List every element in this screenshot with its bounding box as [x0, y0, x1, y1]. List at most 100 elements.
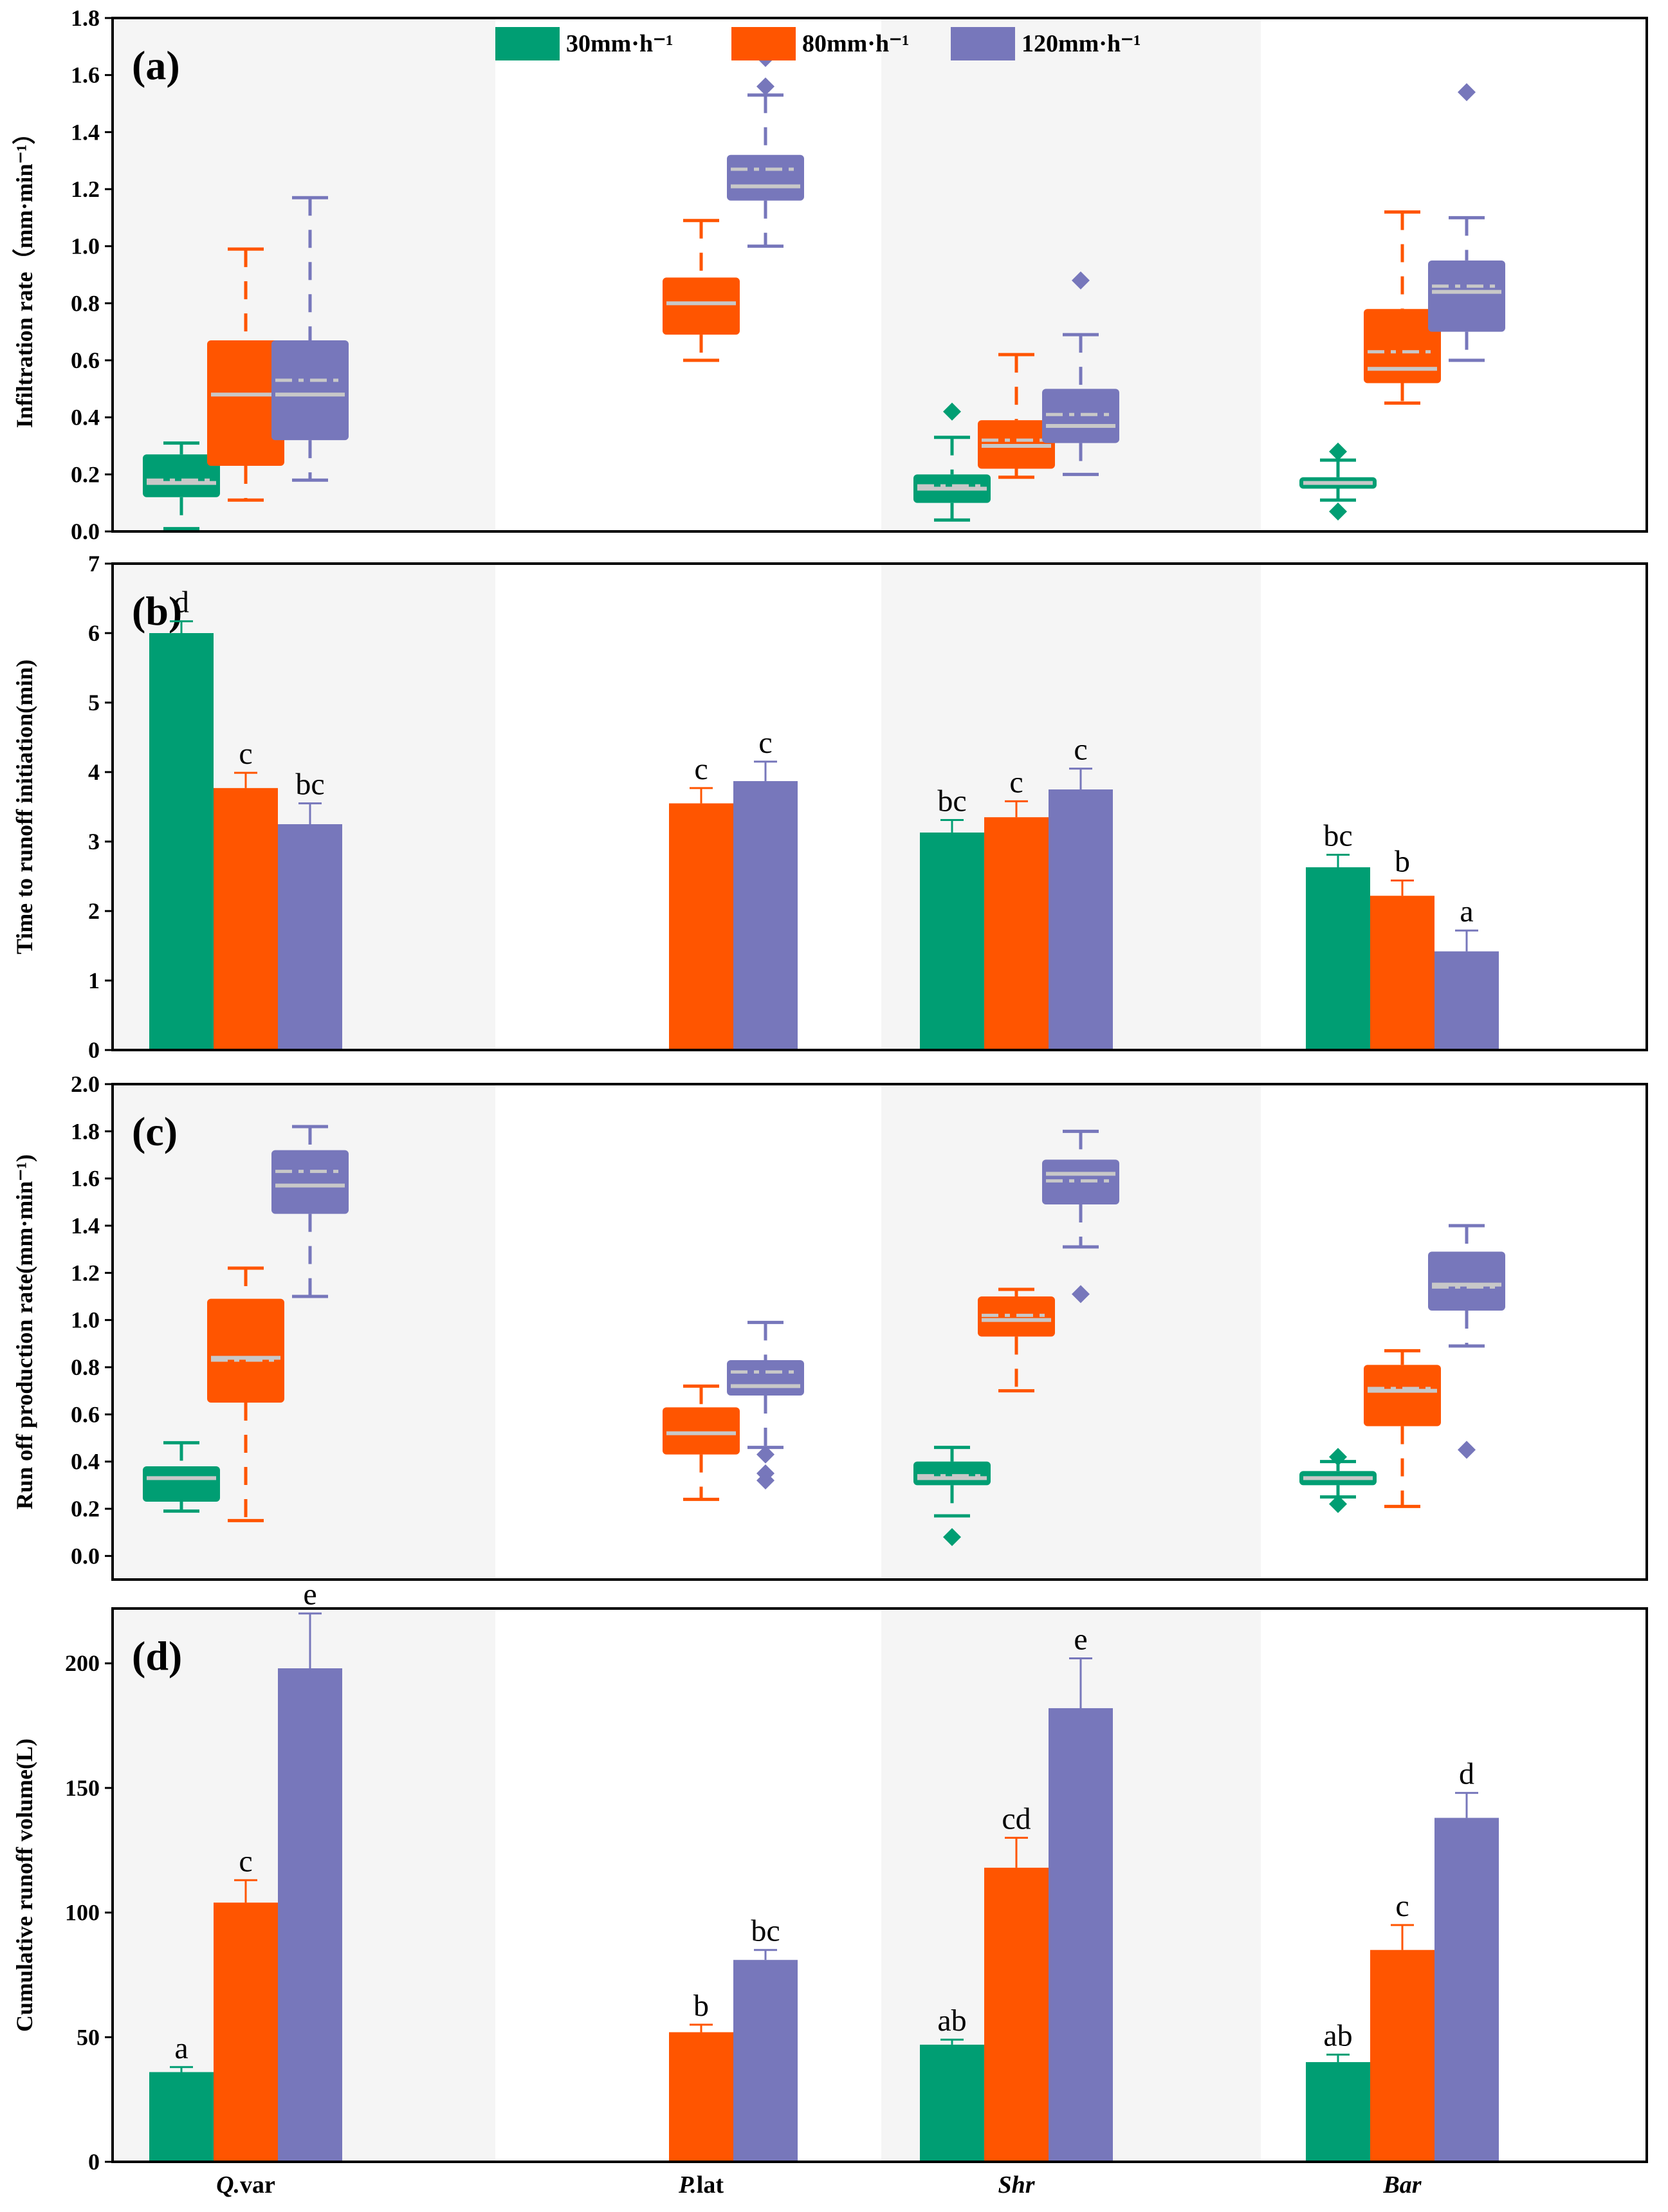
box — [143, 454, 220, 497]
x-category-label-part: Bar — [1382, 2171, 1422, 2198]
y-axis-label: Time to runoff initiation(min) — [12, 659, 37, 954]
y-tick-label: 4 — [88, 759, 100, 785]
y-tick-label: 1.2 — [71, 176, 100, 202]
bar — [1306, 867, 1370, 1050]
y-tick-label: 1.6 — [71, 1166, 100, 1192]
y-tick-label: 1.6 — [71, 62, 100, 88]
significance-label: c — [1009, 765, 1023, 799]
significance-label: ab — [1323, 2018, 1352, 2052]
x-category-label: Bar — [1382, 2171, 1422, 2198]
significance-label: c — [694, 752, 708, 786]
significance-label: c — [1074, 733, 1087, 767]
background-band — [881, 1084, 1261, 1580]
outlier-point — [1072, 1285, 1090, 1304]
box — [663, 277, 740, 335]
outlier-point — [756, 1445, 774, 1464]
y-tick-label: 0.2 — [71, 461, 100, 487]
y-axis-label: Infiltration rate（mm·min⁻¹） — [12, 122, 37, 429]
y-tick-label: 1.2 — [71, 1260, 100, 1286]
x-category-label-part: lat — [697, 2171, 724, 2198]
y-tick-label: 100 — [65, 1900, 100, 1926]
bar — [1370, 1949, 1434, 2162]
y-tick-label: 0.8 — [71, 290, 100, 316]
x-category-label-part: Shr — [998, 2171, 1035, 2198]
panels-layer: 0.0 0.2 0.4 0.6 0.8 1.0 1.2 1.4 1.6 1.8 Infiltrati… — [12, 5, 1648, 2175]
y-tick-label: 150 — [65, 1775, 100, 1801]
y-tick-label: 7 — [88, 551, 100, 576]
box — [1364, 309, 1441, 383]
x-category-label-part: Q. — [216, 2171, 240, 2198]
legend-swatch — [731, 27, 796, 60]
significance-label: c — [1395, 1889, 1409, 1923]
y-tick-label: 0.4 — [71, 1449, 100, 1475]
box — [663, 1407, 740, 1455]
bar — [1306, 2062, 1370, 2162]
bar — [1049, 789, 1113, 1050]
y-tick-label: 5 — [88, 690, 100, 715]
y-tick-label: 1.4 — [71, 1213, 100, 1239]
panel-a: 0.0 0.2 0.4 0.6 0.8 1.0 1.2 1.4 1.6 1.8 Infiltrati… — [12, 5, 1648, 544]
significance-label: bc — [1323, 819, 1352, 853]
y-tick-label: 0.6 — [71, 347, 100, 373]
bar — [984, 1867, 1049, 2162]
panel-c: 0.0 0.2 0.4 0.6 0.8 1.0 1.2 1.4 1.6 1.8 2.0 Run off… — [12, 1071, 1648, 1581]
significance-label: d — [174, 585, 189, 620]
significance-label: b — [693, 1989, 709, 2023]
legend: 30mm·h⁻¹ 80mm·h⁻¹ 120mm·h⁻¹ — [495, 27, 1141, 60]
plot-frame — [111, 17, 1648, 533]
y-tick-label: 2 — [88, 898, 100, 924]
y-axis-label: Run off production rate(mm·min⁻¹) — [12, 1154, 37, 1509]
panel-label: (d) — [132, 1633, 182, 1679]
significance-label: b — [1395, 844, 1410, 878]
background-band — [113, 18, 495, 531]
y-tick-label: 50 — [77, 2024, 100, 2050]
outlier-point — [756, 77, 774, 96]
significance-label: a — [1460, 894, 1473, 928]
panel-label: (a) — [132, 42, 180, 88]
bar — [214, 788, 278, 1050]
outlier-point — [943, 1528, 961, 1546]
y-tick-label: 0.0 — [71, 1543, 100, 1569]
outlier-point — [1329, 442, 1347, 461]
significance-label: bc — [937, 784, 966, 818]
outlier-point — [1329, 1495, 1347, 1513]
plot-frame — [111, 1083, 1648, 1581]
box — [207, 340, 284, 466]
outlier-point — [1329, 1448, 1347, 1466]
legend-label: 80mm·h⁻¹ — [802, 30, 910, 57]
y-tick-label: 0 — [88, 1037, 100, 1063]
y-tick-label: 3 — [88, 829, 100, 854]
box — [727, 1360, 804, 1396]
significance-label: e — [1074, 1622, 1087, 1656]
bar — [733, 1960, 798, 2162]
bar — [669, 803, 733, 1050]
legend-label: 30mm·h⁻¹ — [566, 30, 674, 57]
bar — [1434, 1818, 1499, 2162]
bar — [920, 2044, 984, 2162]
box — [1364, 1365, 1441, 1426]
outlier-point — [1458, 83, 1476, 102]
y-tick-label: 2.0 — [71, 1071, 100, 1097]
legend-swatch — [951, 27, 1015, 60]
outlier-point — [1458, 1441, 1476, 1459]
x-category-label-part: P. — [678, 2171, 697, 2198]
x-category-label: P.lat — [678, 2171, 724, 2198]
y-tick-label: 0 — [88, 2149, 100, 2175]
bar — [149, 2072, 214, 2162]
outlier-point — [756, 1464, 774, 1482]
y-tick-label: 1.0 — [71, 234, 100, 259]
bar — [1370, 896, 1434, 1050]
box — [271, 1150, 349, 1214]
box — [143, 1466, 220, 1502]
bar — [278, 824, 342, 1050]
box — [207, 1298, 284, 1403]
y-tick-label: 1 — [88, 968, 100, 993]
significance-label: bc — [751, 1914, 780, 1948]
panel-d: 0 50 100 150 200 Cumulative runoff volume(L) (… — [12, 1578, 1648, 2175]
box — [913, 1461, 991, 1486]
y-tick-label: 0.2 — [71, 1496, 100, 1522]
category-axis-labels: Q.var P.lat Shr Bar — [216, 2171, 1422, 2198]
y-tick-label: 1.4 — [71, 119, 100, 145]
y-tick-label: 1.0 — [71, 1307, 100, 1333]
